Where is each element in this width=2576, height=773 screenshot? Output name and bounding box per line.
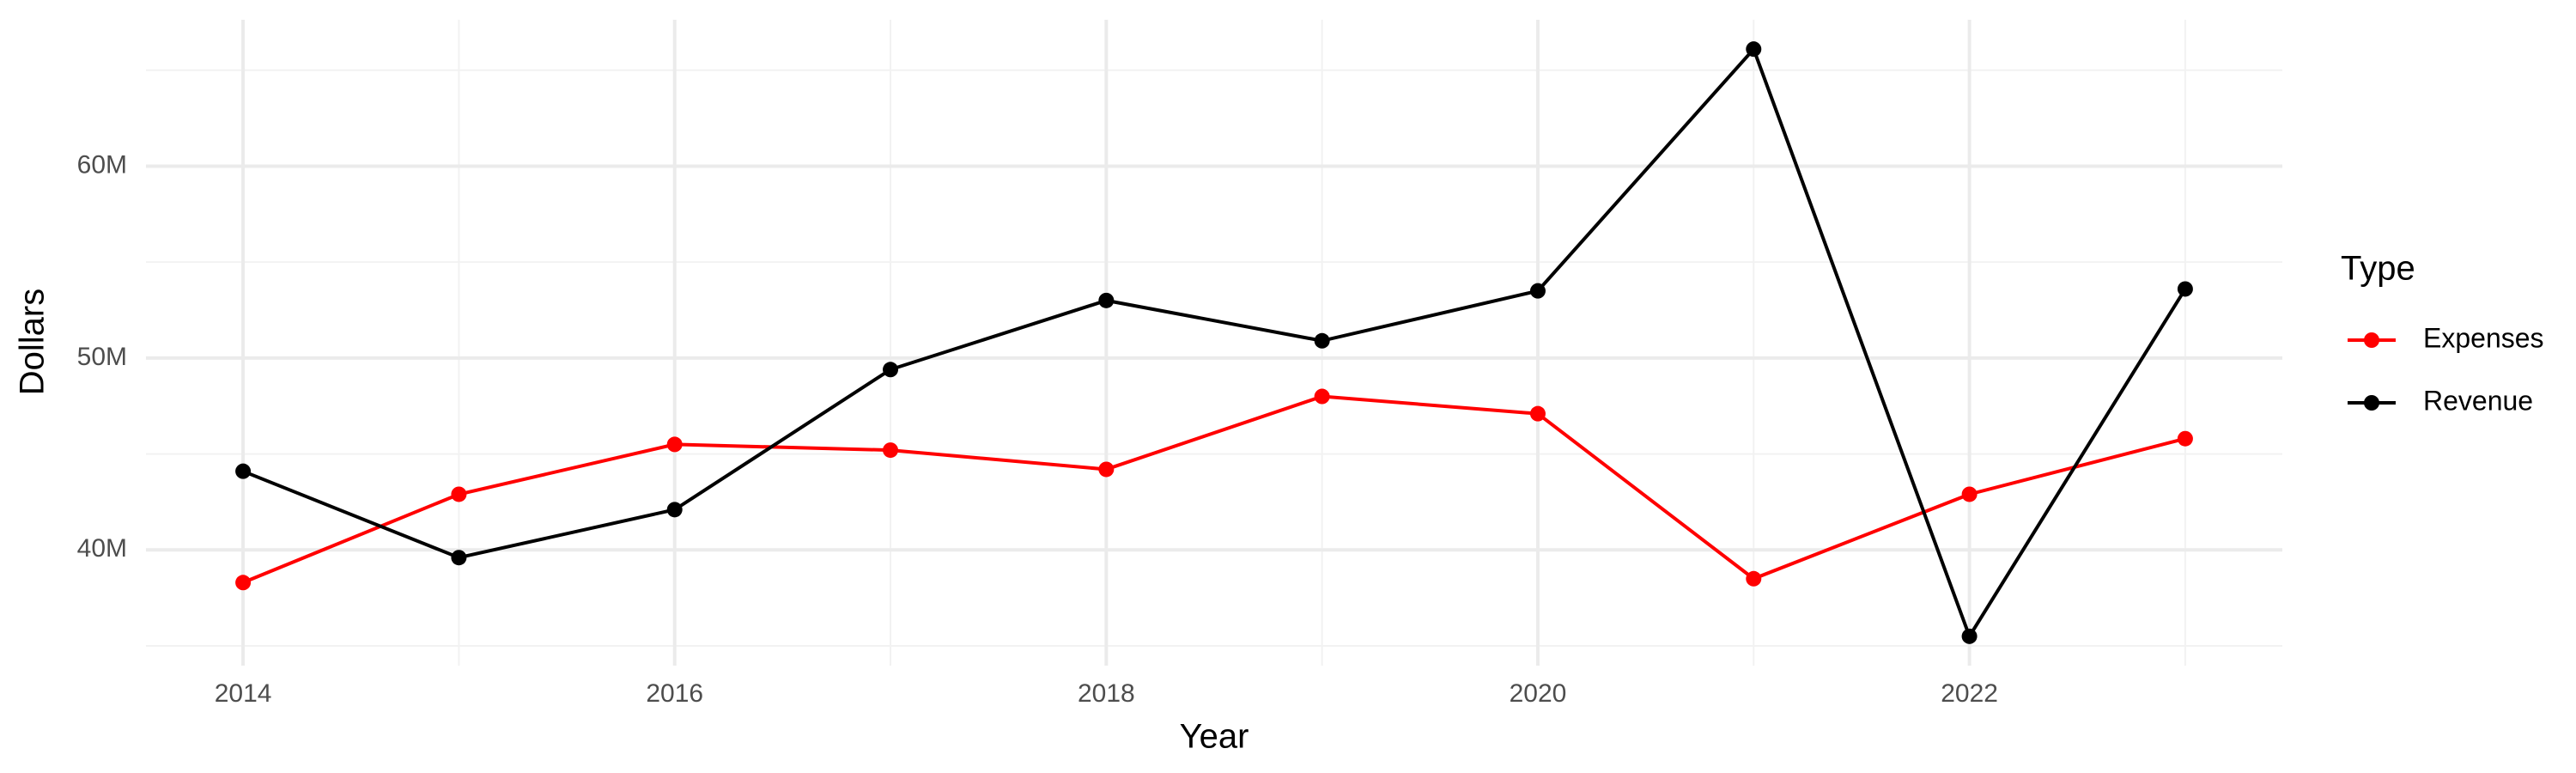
- legend-label: Expenses: [2423, 322, 2544, 353]
- data-point: [1314, 388, 1330, 405]
- series-line: [242, 394, 2186, 585]
- x-tick-label: 2020: [1510, 679, 1567, 708]
- data-point: [666, 502, 683, 518]
- data-point: [451, 550, 467, 566]
- x-tick-label: 2016: [646, 679, 703, 708]
- y-axis-title: Dollars: [14, 289, 52, 395]
- legend-key-point: [2364, 395, 2379, 411]
- data-point: [2177, 281, 2193, 297]
- legend-title: Type: [2341, 250, 2415, 288]
- legend-label: Revenue: [2423, 385, 2533, 416]
- data-point: [1529, 283, 1546, 299]
- y-tick-label: 40M: [77, 534, 127, 563]
- data-point: [1098, 461, 1115, 478]
- data-point: [2177, 430, 2193, 447]
- data-point: [883, 362, 899, 378]
- y-tick-label: 50M: [77, 343, 127, 371]
- legend-key-point: [2364, 332, 2379, 348]
- data-point: [235, 575, 252, 591]
- data-point: [1961, 628, 1978, 644]
- data-point: [1961, 486, 1978, 502]
- data-point: [235, 463, 252, 479]
- series-line: [242, 46, 2187, 641]
- x-tick-label: 2022: [1941, 679, 1998, 708]
- data-point: [1314, 332, 1330, 349]
- x-tick-label: 2014: [215, 679, 272, 708]
- data-point: [883, 442, 899, 459]
- data-point: [451, 486, 467, 502]
- data-point: [1746, 570, 1762, 587]
- data-point: [1746, 41, 1762, 58]
- x-tick-label: 2018: [1078, 679, 1135, 708]
- data-point: [1529, 405, 1546, 422]
- data-point: [666, 436, 683, 453]
- data-point: [1098, 292, 1115, 308]
- x-axis-title: Year: [1180, 718, 1249, 756]
- y-tick-label: 60M: [77, 150, 127, 179]
